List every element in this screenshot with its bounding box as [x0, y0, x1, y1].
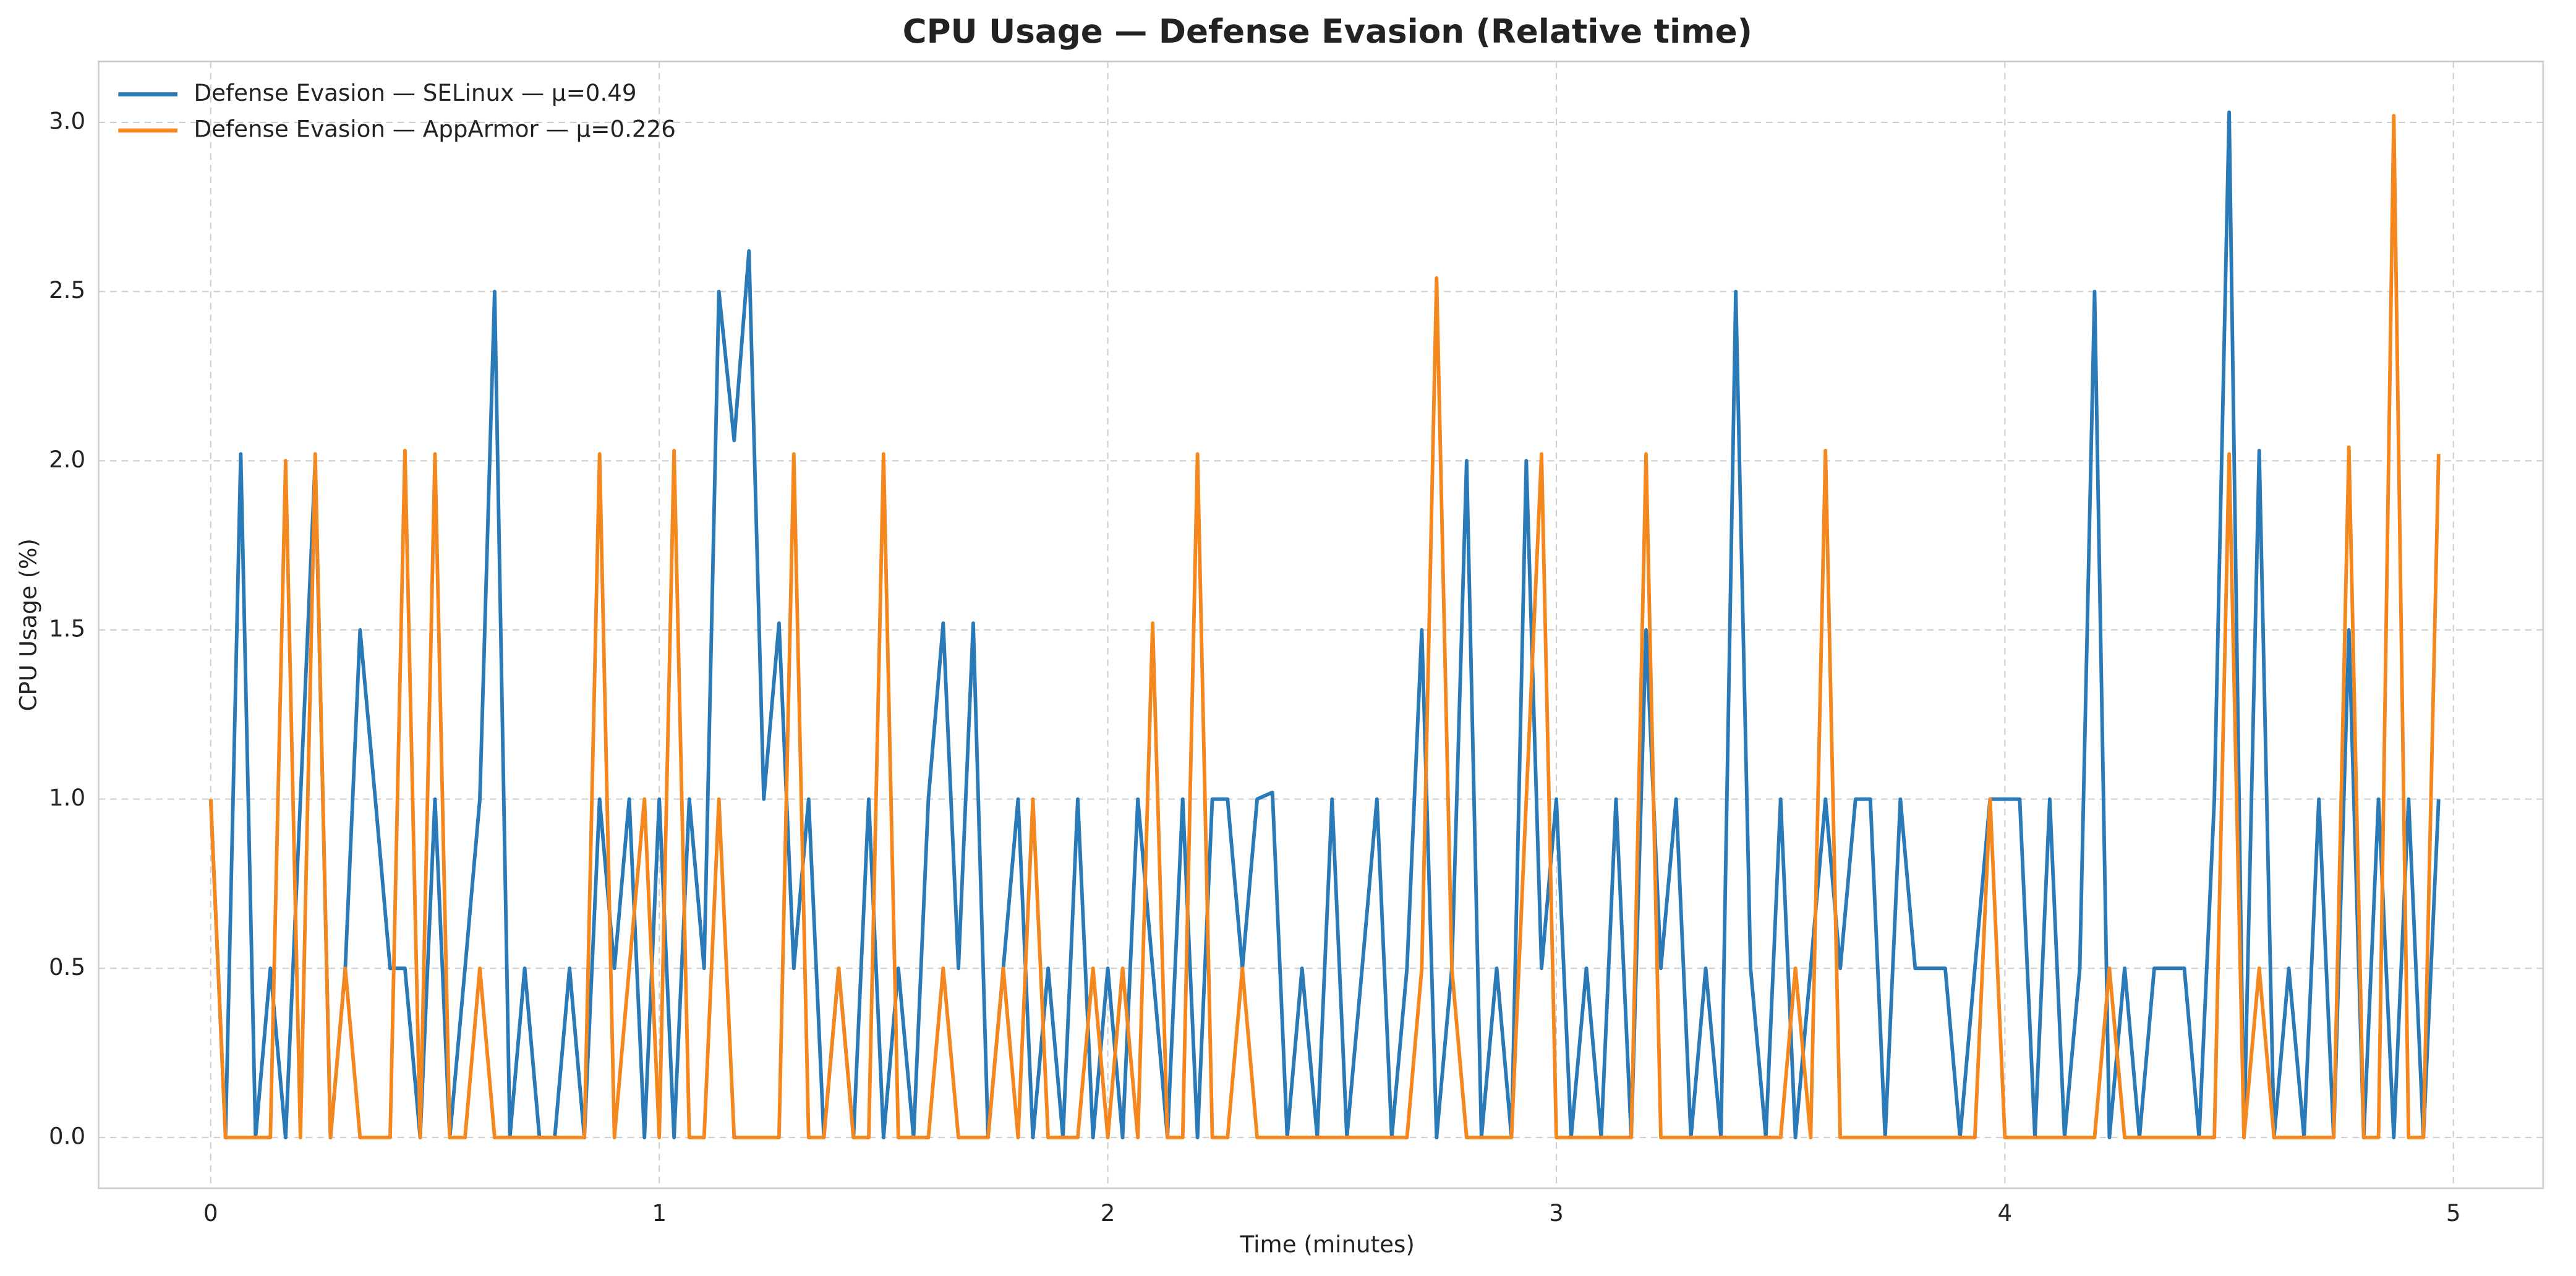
- x-axis-label: Time (minutes): [1240, 1231, 1415, 1258]
- y-tick-label: 0.0: [49, 1122, 85, 1149]
- plot-frame: [98, 61, 2544, 1189]
- x-tick-label: 0: [203, 1199, 218, 1227]
- y-axis-label: CPU Usage (%): [14, 538, 41, 711]
- x-tick-label: 2: [1101, 1199, 1115, 1227]
- line-series: [208, 114, 2441, 1139]
- y-tick-label: 2.0: [49, 446, 85, 473]
- x-tick-label: 4: [1998, 1199, 2013, 1227]
- y-tick-label: 1.0: [49, 784, 85, 811]
- y-tick-label: 0.5: [49, 953, 85, 980]
- x-tick-label: 3: [1549, 1199, 1564, 1227]
- x-tick-label: 5: [2446, 1199, 2461, 1227]
- y-tick-label: 2.5: [49, 276, 85, 304]
- x-tick-label: 1: [652, 1199, 667, 1227]
- chart-title: CPU Usage — Defense Evasion (Relative ti…: [903, 12, 1752, 51]
- legend-label: Defense Evasion — AppArmor — μ=0.226: [194, 116, 676, 143]
- y-tick-label: 3.0: [49, 107, 85, 134]
- y-tick-label: 1.5: [49, 615, 85, 642]
- line-series: [208, 110, 2441, 1139]
- legend-label: Defense Evasion — SELinux — μ=0.49: [194, 79, 637, 106]
